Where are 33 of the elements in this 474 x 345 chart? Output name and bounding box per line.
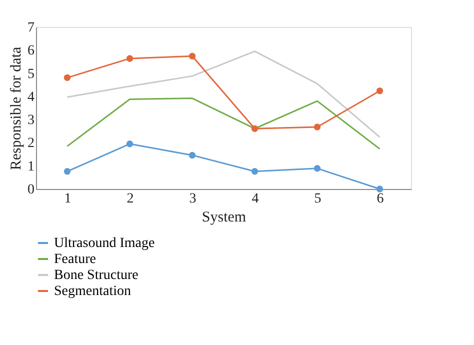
x-tick-label: 6 [376, 192, 384, 206]
x-tick-label: 5 [314, 192, 322, 206]
x-tick-label: 4 [252, 192, 259, 206]
y-tick-label: 1 [28, 159, 34, 174]
point [314, 124, 321, 130]
line-series [66, 98, 380, 150]
legend-label: Ultrasound Image [54, 236, 155, 251]
y-tick-label: 4 [28, 90, 34, 105]
point [376, 88, 384, 94]
x-tick-label: 1 [64, 192, 72, 206]
point [126, 55, 134, 62]
y-tick-label: 3 [28, 113, 34, 128]
y-axis-title: Responsible for data [8, 46, 24, 170]
legend-label: Segmentation [54, 284, 131, 299]
legend-label: Feature [54, 252, 96, 267]
y-tick-label: 7 [28, 20, 34, 36]
y-tick-label: 0 [28, 182, 34, 198]
point [314, 165, 321, 172]
point [126, 140, 134, 148]
point [376, 186, 384, 192]
x-axis-title: System [202, 210, 246, 226]
point [188, 52, 196, 60]
y-tick-label: 5 [28, 66, 34, 82]
point [188, 152, 196, 159]
y-tick-label: 2 [28, 136, 34, 152]
point [251, 125, 258, 132]
point [251, 168, 258, 175]
y-tick-label: 6 [28, 44, 34, 59]
x-tick-label: 2 [126, 192, 134, 206]
legend-label: Bone Structure [54, 268, 138, 283]
point [64, 74, 71, 82]
x-tick-label: 3 [189, 192, 196, 206]
point [64, 168, 71, 175]
